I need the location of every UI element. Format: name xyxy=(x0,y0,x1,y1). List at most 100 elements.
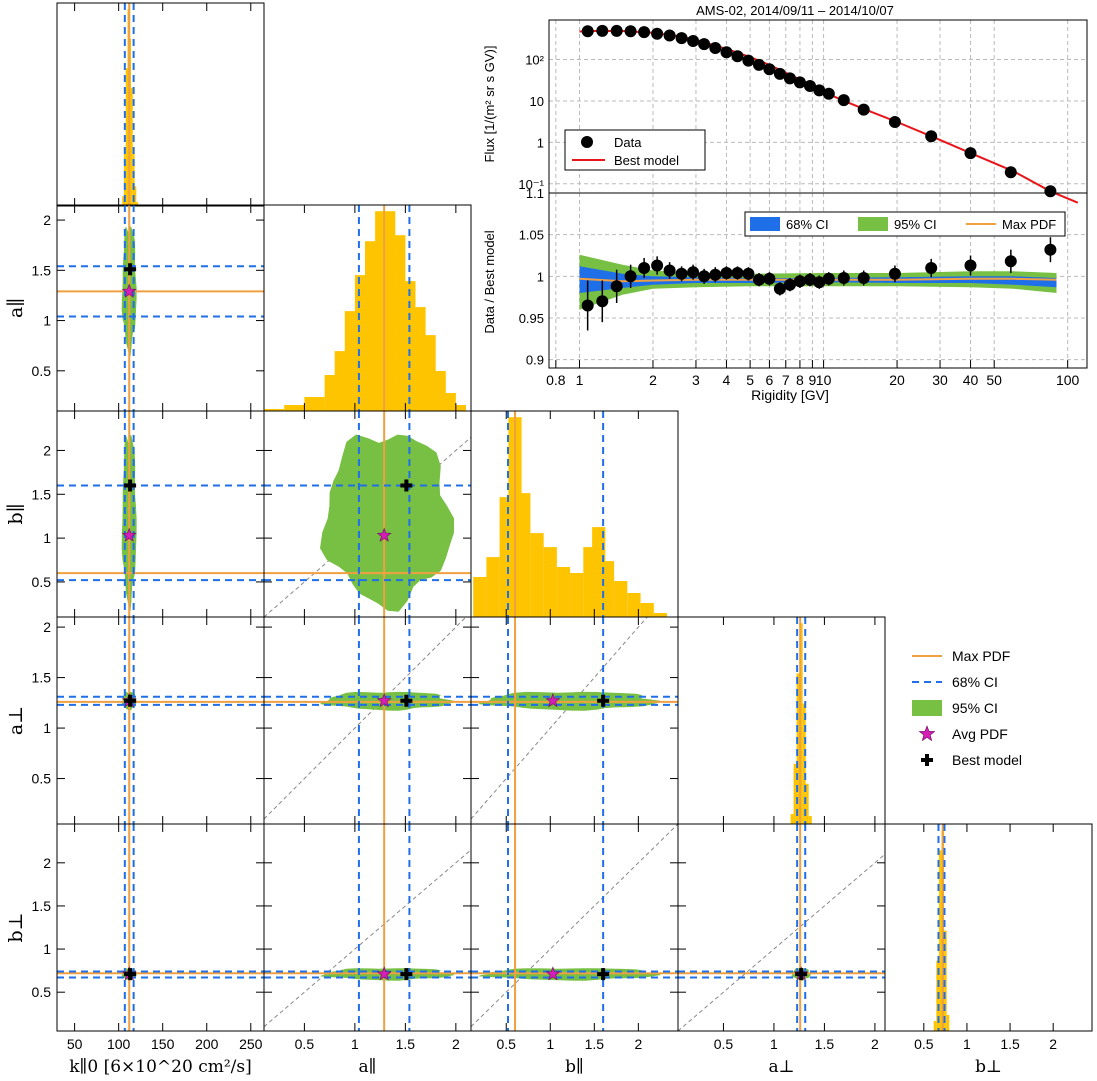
flux-data-point-11 xyxy=(720,46,733,59)
rigidity-tick-label-9: 9 xyxy=(809,372,817,388)
hist-bar-1-2 xyxy=(304,397,325,411)
hist-bar-4-5 xyxy=(946,1014,950,1031)
ratio-ytick-label-3: 1.05 xyxy=(519,228,544,243)
ratio-data-point-3 xyxy=(624,270,637,283)
xtick-label-2-2: 1.5 xyxy=(585,1036,605,1052)
ratio-data-point-24 xyxy=(888,267,901,280)
panel-2-2 xyxy=(470,410,679,618)
ratio-data-point-16 xyxy=(773,282,786,295)
best-model-marker xyxy=(124,263,137,276)
ratio-legend-ci68-label: 68% CI xyxy=(786,217,829,232)
best-model-marker xyxy=(597,694,610,707)
hist-bar-4-0 xyxy=(933,1021,937,1031)
panel-frame xyxy=(56,410,265,618)
avg-pdf-marker xyxy=(545,692,561,708)
ratio-data-point-22 xyxy=(837,272,850,284)
diagonal-line xyxy=(264,617,467,820)
hist-bar-2-8 xyxy=(570,573,584,617)
param-ylabel-2: b∥ xyxy=(5,504,27,525)
best-model-marker xyxy=(124,694,137,707)
ratio-data-point-28 xyxy=(1044,243,1057,256)
flux-ytick-label-2: 10 xyxy=(530,94,544,109)
xtick-label-0-4: 250 xyxy=(239,1036,263,1052)
flux-data-point-12 xyxy=(731,50,744,63)
ratio-data-point-7 xyxy=(675,267,688,280)
flux-data-point-26 xyxy=(964,147,977,160)
panel-content xyxy=(678,824,885,1031)
ci95-region xyxy=(478,968,661,981)
xtick-label-1-0: 0.5 xyxy=(295,1036,315,1052)
legend-label-maxpdf: Max PDF xyxy=(952,648,1010,664)
best-model-marker xyxy=(400,968,413,981)
hist-bar-2-12 xyxy=(614,581,628,617)
rigidity-tick-label-10: 10 xyxy=(816,372,832,388)
xtick-label-2-0: 0.5 xyxy=(496,1036,516,1052)
flux-data-point-21 xyxy=(822,87,835,100)
legend-label-ci95: 95% CI xyxy=(952,700,998,716)
param-ylabel-3: a⊥ xyxy=(5,706,27,735)
ratio-legend-box xyxy=(744,211,1066,237)
flux-data-point-4 xyxy=(638,26,651,39)
hist-bar-2-5 xyxy=(530,533,544,617)
ratio-data-point-5 xyxy=(651,259,664,272)
xtick-label-0-2: 150 xyxy=(151,1036,175,1052)
legend-label-ci68: 68% CI xyxy=(952,674,998,690)
flux-data-point-6 xyxy=(663,29,676,42)
ratio-data-point-20 xyxy=(813,276,826,289)
ratio-legend: 68% CI 95% CI Max PDF xyxy=(744,211,1066,237)
best-model-line xyxy=(579,29,1079,204)
ratio-data-point-9 xyxy=(698,270,711,283)
rigidity-tick-label-11: 20 xyxy=(889,372,905,388)
ytick-label-3-2: 1.5 xyxy=(32,670,52,686)
flux-ytick-label-0: 10⁻¹ xyxy=(518,177,544,192)
ratio-data-point-23 xyxy=(857,272,870,284)
flux-data-point-5 xyxy=(651,27,664,40)
flux-data-point-27 xyxy=(1004,166,1017,179)
ratio-data-point-27 xyxy=(1004,255,1017,268)
ratio-data-point-1 xyxy=(596,295,609,308)
rigidity-tick-label-15: 100 xyxy=(1056,372,1080,388)
xtick-label-3-3: 2 xyxy=(871,1036,879,1052)
diagonal-line xyxy=(471,824,678,1028)
flux-data-point-0 xyxy=(581,25,594,38)
flux-legend-data-swatch xyxy=(581,136,593,148)
best-model-marker xyxy=(597,968,610,981)
param-xlabel-3: a⊥ xyxy=(768,1057,794,1077)
flux-data-point-19 xyxy=(804,80,816,92)
ytick-label-1-2: 1.5 xyxy=(32,262,52,278)
panel-content xyxy=(57,411,264,617)
rigidity-tick-label-4: 4 xyxy=(723,372,731,388)
flux-data-point-25 xyxy=(925,130,938,143)
flux-ytick-label-3: 10² xyxy=(525,53,544,68)
hist-bar-2-4 xyxy=(517,493,531,617)
ratio-data-point-10 xyxy=(709,268,722,281)
avg-pdf-marker xyxy=(121,283,137,298)
avg-pdf-marker xyxy=(545,966,561,981)
xtick-label-1-3: 2 xyxy=(452,1036,460,1052)
hist-bar-3-5 xyxy=(805,783,809,824)
diagonal-line xyxy=(678,853,885,1031)
panel-content xyxy=(471,824,678,1031)
panel-2-0: 0.5 1 1.5 2 xyxy=(32,410,265,618)
ratio-data-point-2 xyxy=(610,280,623,293)
panel-frame xyxy=(56,204,265,412)
panel-frame xyxy=(470,616,679,825)
panel-4-1: 0.5 1 1.5 2 xyxy=(263,823,472,1052)
ytick-label-3-1: 1 xyxy=(43,720,51,736)
flux-ytick-label-1: 1 xyxy=(537,135,544,150)
xtick-label-3-2: 1.5 xyxy=(815,1036,835,1052)
panel-content xyxy=(122,3,139,206)
ratio-panel: 0.8 1 2 3 4 5 6 7 8 9 10 20 30 40 50 100 0.9 0.95 1 1.05 1.1… xyxy=(482,186,1088,388)
hist-bar-0-8 xyxy=(136,202,139,206)
hist-bar-3-4 xyxy=(802,703,806,824)
legend-avgpdf-swatch xyxy=(918,725,936,742)
avg-pdf-marker xyxy=(376,527,392,542)
hist-bar-3-1 xyxy=(793,763,797,824)
ratio-legend-maxpdf-label: Max PDF xyxy=(1002,217,1056,232)
panel-4-2: 0.5 1 1.5 2 xyxy=(470,823,679,1052)
hist-bar-2-15 xyxy=(653,613,667,617)
hist-bar-0-0 xyxy=(122,196,124,206)
flux-data-point-8 xyxy=(687,35,700,47)
